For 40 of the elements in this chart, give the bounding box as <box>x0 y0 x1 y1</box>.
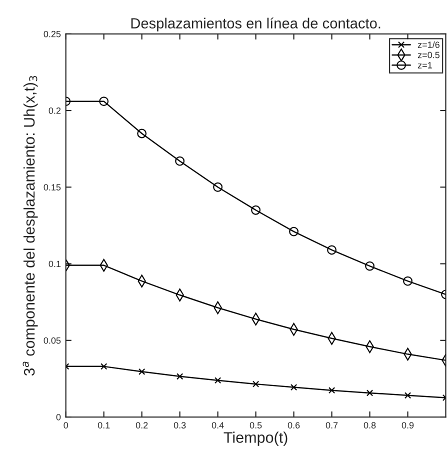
point <box>252 380 260 388</box>
x-tick-label: 0.1 <box>98 422 110 428</box>
x-tick-label: 0.9 <box>402 422 414 428</box>
point <box>214 377 222 384</box>
legend-label: z=1 <box>418 62 432 68</box>
x-tick-label: 0.3 <box>174 422 186 428</box>
point <box>328 387 336 394</box>
legend-label: z=1/6 <box>418 41 440 48</box>
point <box>138 368 146 375</box>
point <box>289 226 299 236</box>
y-tick-label: 0.2 <box>48 107 61 114</box>
x-tick-label: 0.6 <box>288 422 300 428</box>
chart-title: Desplazamientos en línea de contacto. <box>131 18 380 32</box>
point <box>404 392 412 399</box>
point <box>100 363 108 370</box>
point <box>290 384 298 391</box>
point <box>176 373 184 380</box>
point <box>251 205 261 215</box>
x-tick-label: 0 <box>64 422 68 428</box>
y-axis-title: 3$^{a}$ componente del desplazamiento: Uh(x,t)$_{3}$ <box>22 76 38 376</box>
point <box>366 390 374 396</box>
x-tick-label: 0.5 <box>250 422 262 428</box>
x-tick-label: 0.7 <box>326 422 338 428</box>
x-axis-title: Tiempo(t) <box>224 432 288 446</box>
x-tick-label: 0.8 <box>364 422 376 428</box>
point <box>175 156 185 166</box>
x-tick-label: 0.4 <box>212 422 224 428</box>
y-tick-label: 0.1 <box>48 260 61 268</box>
point <box>403 276 412 286</box>
y-tick-label: 0 <box>56 414 61 420</box>
point <box>213 182 223 192</box>
point <box>137 128 147 138</box>
point <box>365 261 374 271</box>
point <box>327 245 337 255</box>
y-tick-label: 0.05 <box>44 337 61 344</box>
x-tick-label: 0.2 <box>136 422 148 428</box>
legend-label: z=0.5 <box>418 52 440 58</box>
point <box>99 96 109 106</box>
y-tick-label: 0.15 <box>44 184 61 190</box>
y-tick-label: 0.25 <box>44 30 61 38</box>
